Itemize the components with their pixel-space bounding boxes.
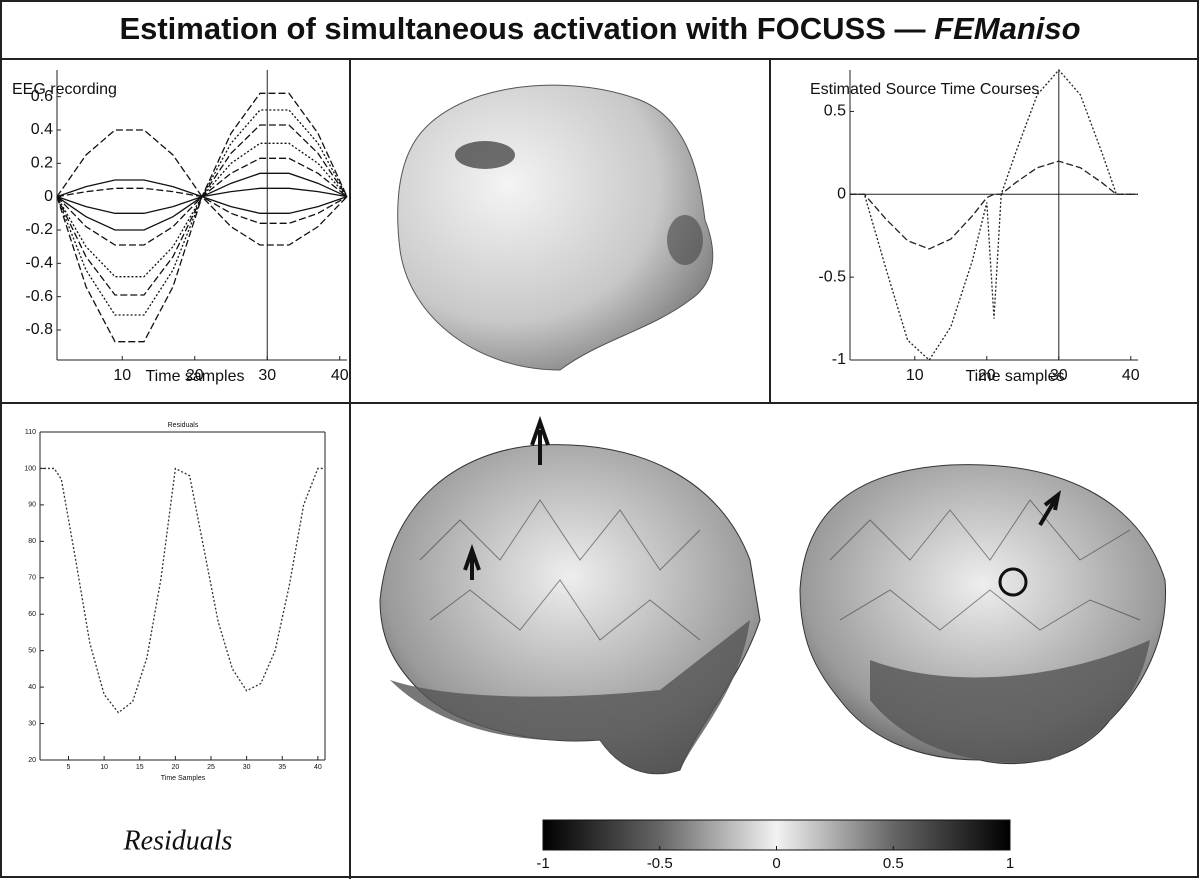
- y-tick-label: -0.8: [25, 321, 53, 338]
- series-line: [40, 467, 325, 714]
- y-tick-label: 50: [28, 648, 36, 655]
- brain-skull-right: [870, 640, 1150, 763]
- slide-title: Estimation of simultaneous activation wi…: [119, 11, 1080, 46]
- y-tick-label: 0.5: [824, 103, 846, 120]
- chart-title: Residuals: [168, 422, 199, 429]
- head-feature: [455, 141, 515, 169]
- series-line: [56, 129, 348, 246]
- x-tick-label: 30: [1050, 367, 1068, 384]
- y-tick-label: 30: [28, 720, 36, 727]
- y-tick-label: 0: [44, 188, 53, 205]
- x-tick-label: 10: [906, 367, 924, 384]
- y-tick-label: 100: [24, 465, 36, 472]
- colorbar: [542, 819, 1011, 851]
- y-tick-label: 60: [28, 611, 36, 618]
- colorbar-tick-label: 0.5: [883, 855, 904, 872]
- x-tick-label: 40: [1122, 367, 1140, 384]
- y-tick-label: 70: [28, 575, 36, 582]
- x-tick-label: 15: [136, 764, 144, 771]
- dipole-arrow: [530, 415, 550, 465]
- dipole-arrow: [463, 543, 481, 580]
- colorbar-tick-label: -1: [536, 855, 549, 872]
- title-main: Estimation of simultaneous activation wi…: [119, 11, 934, 46]
- colorbar-tick-label: 1: [1006, 855, 1014, 872]
- y-tick-label: 110: [25, 429, 36, 436]
- x-axis-label: Time samples: [146, 368, 245, 385]
- colorbar-tick-label: -0.5: [647, 855, 673, 872]
- source-marker: [998, 567, 1028, 597]
- series-line: [56, 124, 348, 296]
- y-tick-label: 40: [28, 684, 36, 691]
- chart-title: EEG recording: [12, 81, 117, 98]
- colorbar-tick-label: 0: [772, 855, 780, 872]
- y-tick-label: 90: [28, 502, 36, 509]
- title-emphasis: FEManiso: [934, 11, 1080, 46]
- brain-folds: [419, 499, 1141, 641]
- series-line: [56, 187, 348, 224]
- series-line: [56, 157, 348, 246]
- series-line: [56, 109, 348, 316]
- y-tick-label: -0.2: [25, 221, 53, 238]
- dipole-arrow: [1038, 490, 1062, 527]
- x-tick-label: 30: [243, 764, 251, 771]
- x-tick-label: 40: [331, 367, 349, 384]
- x-tick-label: 5: [67, 764, 71, 771]
- series-line: [56, 92, 348, 343]
- x-tick-label: 10: [113, 367, 131, 384]
- x-tick-label: 20: [186, 367, 204, 384]
- x-tick-label: 20: [171, 764, 179, 771]
- x-tick-label: 40: [314, 764, 322, 771]
- x-tick-label: 35: [278, 764, 286, 771]
- y-tick-label: -1: [832, 351, 846, 368]
- x-axis-label: Time Samples: [161, 775, 206, 782]
- y-tick-label: 80: [28, 538, 36, 545]
- y-tick-label: -0.6: [25, 288, 53, 305]
- chart-title: Estimated Source Time Courses: [810, 81, 1039, 98]
- x-tick-label: 10: [100, 764, 108, 771]
- y-tick-label: 0.2: [31, 155, 53, 172]
- y-tick-label: 0: [837, 186, 846, 203]
- head-model: [397, 84, 714, 371]
- series-line: [56, 172, 348, 231]
- y-tick-label: -0.4: [25, 255, 53, 272]
- x-tick-label: 30: [258, 367, 276, 384]
- brain-skull-left: [390, 620, 750, 774]
- y-tick-label: 0.4: [31, 121, 53, 138]
- y-tick-label: -0.5: [818, 268, 846, 285]
- y-tick-label: 0.6: [31, 88, 53, 105]
- residuals-caption: Residuals: [123, 825, 233, 856]
- x-tick-label: 20: [978, 367, 996, 384]
- x-axis-label: Time samples: [966, 368, 1065, 385]
- head-feature: [667, 215, 703, 265]
- y-tick-label: 20: [28, 757, 36, 764]
- series-line: [850, 160, 1138, 250]
- x-tick-label: 25: [207, 764, 215, 771]
- series-line: [850, 69, 1138, 361]
